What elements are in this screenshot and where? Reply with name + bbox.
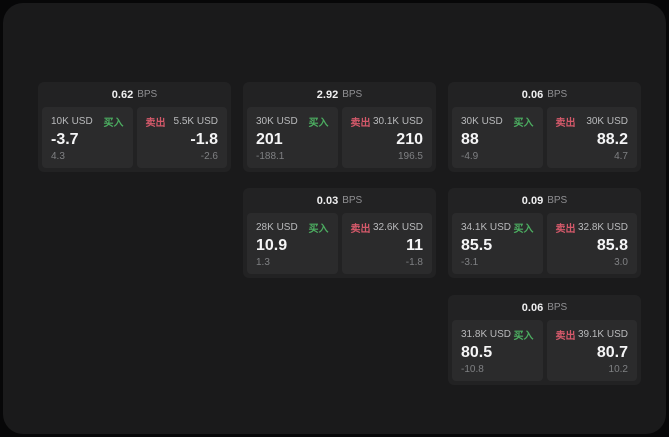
bps-value: 0.09: [521, 194, 544, 207]
sell-label: 卖出: [555, 224, 576, 235]
sell-sub-value: -1.8: [405, 257, 423, 268]
buy-amount: 10K USD: [51, 116, 93, 127]
buy-sub-value: 1.3: [256, 257, 270, 268]
buy-tile[interactable]: 34.1K USD 买入 85.5 -3.1: [452, 213, 543, 274]
buy-amount: 30K USD: [256, 116, 298, 127]
sell-sub-value: 196.5: [397, 151, 423, 162]
sell-sub-value: 3.0: [614, 257, 628, 268]
bps-header: 0.06 BPS: [448, 295, 641, 320]
bps-value: 0.62: [111, 88, 134, 101]
bps-unit-label: BPS: [547, 195, 568, 206]
buy-amount: 28K USD: [256, 222, 298, 233]
sell-price: 210: [396, 131, 423, 148]
buy-amount: 31.8K USD: [461, 329, 512, 340]
quote-card: 0.06 BPS 30K USD 买入 88 -4.9 卖出 30K USD 8…: [448, 82, 641, 172]
sell-tile[interactable]: 卖出 5.5K USD -1.8 -2.6: [136, 107, 227, 168]
sell-amount: 30K USD: [586, 116, 628, 127]
bps-unit-label: BPS: [137, 89, 158, 100]
sell-tile[interactable]: 卖出 30.1K USD 210 196.5: [341, 107, 432, 168]
sell-price: 80.7: [596, 344, 628, 361]
sell-sub-value: -2.6: [200, 151, 218, 162]
bps-value: 0.03: [316, 194, 339, 207]
quote-card: 0.62 BPS 10K USD 买入 -3.7 4.3 卖出 5.5K USD…: [38, 82, 231, 172]
buy-tile[interactable]: 10K USD 买入 -3.7 4.3: [42, 107, 133, 168]
sell-amount: 32.6K USD: [372, 222, 423, 233]
app-surface: 0.62 BPS 10K USD 买入 -3.7 4.3 卖出 5.5K USD…: [3, 3, 666, 434]
sell-label: 卖出: [145, 118, 166, 129]
buy-amount: 30K USD: [461, 116, 503, 127]
sell-amount: 32.8K USD: [577, 222, 628, 233]
sell-label: 卖出: [350, 118, 371, 129]
bps-value: 0.06: [521, 88, 544, 101]
buy-label: 买入: [513, 224, 534, 235]
buy-price: -3.7: [51, 131, 79, 148]
quote-card: 0.03 BPS 28K USD 买入 10.9 1.3 卖出 32.6K US…: [243, 188, 436, 278]
buy-price: 201: [256, 131, 283, 148]
buy-sub-value: -10.8: [461, 364, 484, 375]
buy-tile[interactable]: 28K USD 买入 10.9 1.3: [247, 213, 338, 274]
sell-label: 卖出: [555, 331, 576, 342]
bps-unit-label: BPS: [342, 89, 363, 100]
sell-tile[interactable]: 卖出 30K USD 88.2 4.7: [546, 107, 637, 168]
buy-label: 买入: [308, 224, 329, 235]
sell-amount: 39.1K USD: [577, 329, 628, 340]
buy-sub-value: -4.9: [461, 151, 479, 162]
buy-sub-value: -188.1: [256, 151, 285, 162]
sell-tile[interactable]: 卖出 39.1K USD 80.7 10.2: [546, 320, 637, 381]
buy-tile[interactable]: 31.8K USD 买入 80.5 -10.8: [452, 320, 543, 381]
sell-amount: 30.1K USD: [372, 116, 423, 127]
sell-tile[interactable]: 卖出 32.8K USD 85.8 3.0: [546, 213, 637, 274]
bps-header: 2.92 BPS: [243, 82, 436, 107]
sell-price: 88.2: [596, 131, 628, 148]
sell-sub-value: 10.2: [608, 364, 628, 375]
buy-sub-value: 4.3: [51, 151, 65, 162]
buy-label: 买入: [513, 331, 534, 342]
quote-card: 0.09 BPS 34.1K USD 买入 85.5 -3.1 卖出 32.8K…: [448, 188, 641, 278]
buy-price: 85.5: [461, 237, 493, 254]
sell-price: 85.8: [596, 237, 628, 254]
buy-label: 买入: [308, 118, 329, 129]
bps-unit-label: BPS: [547, 89, 568, 100]
bps-header: 0.03 BPS: [243, 188, 436, 213]
buy-price: 80.5: [461, 344, 493, 361]
quote-card: 2.92 BPS 30K USD 买入 201 -188.1 卖出 30.1K …: [243, 82, 436, 172]
quote-card: 0.06 BPS 31.8K USD 买入 80.5 -10.8 卖出 39.1…: [448, 295, 641, 385]
bps-unit-label: BPS: [342, 195, 363, 206]
buy-label: 买入: [103, 118, 124, 129]
sell-price: 11: [406, 237, 423, 254]
bps-header: 0.62 BPS: [38, 82, 231, 107]
buy-tile[interactable]: 30K USD 买入 201 -188.1: [247, 107, 338, 168]
bps-value: 0.06: [521, 301, 544, 314]
buy-tile[interactable]: 30K USD 买入 88 -4.9: [452, 107, 543, 168]
bps-value: 2.92: [316, 88, 339, 101]
sell-tile[interactable]: 卖出 32.6K USD 11 -1.8: [341, 213, 432, 274]
buy-price: 10.9: [256, 237, 288, 254]
buy-amount: 34.1K USD: [461, 222, 512, 233]
sell-label: 卖出: [350, 224, 371, 235]
buy-price: 88: [461, 131, 479, 148]
buy-label: 买入: [513, 118, 534, 129]
sell-amount: 5.5K USD: [173, 116, 218, 127]
bps-header: 0.06 BPS: [448, 82, 641, 107]
sell-sub-value: 4.7: [614, 151, 628, 162]
sell-price: -1.8: [190, 131, 218, 148]
bps-unit-label: BPS: [547, 302, 568, 313]
buy-sub-value: -3.1: [461, 257, 479, 268]
bps-header: 0.09 BPS: [448, 188, 641, 213]
sell-label: 卖出: [555, 118, 576, 129]
